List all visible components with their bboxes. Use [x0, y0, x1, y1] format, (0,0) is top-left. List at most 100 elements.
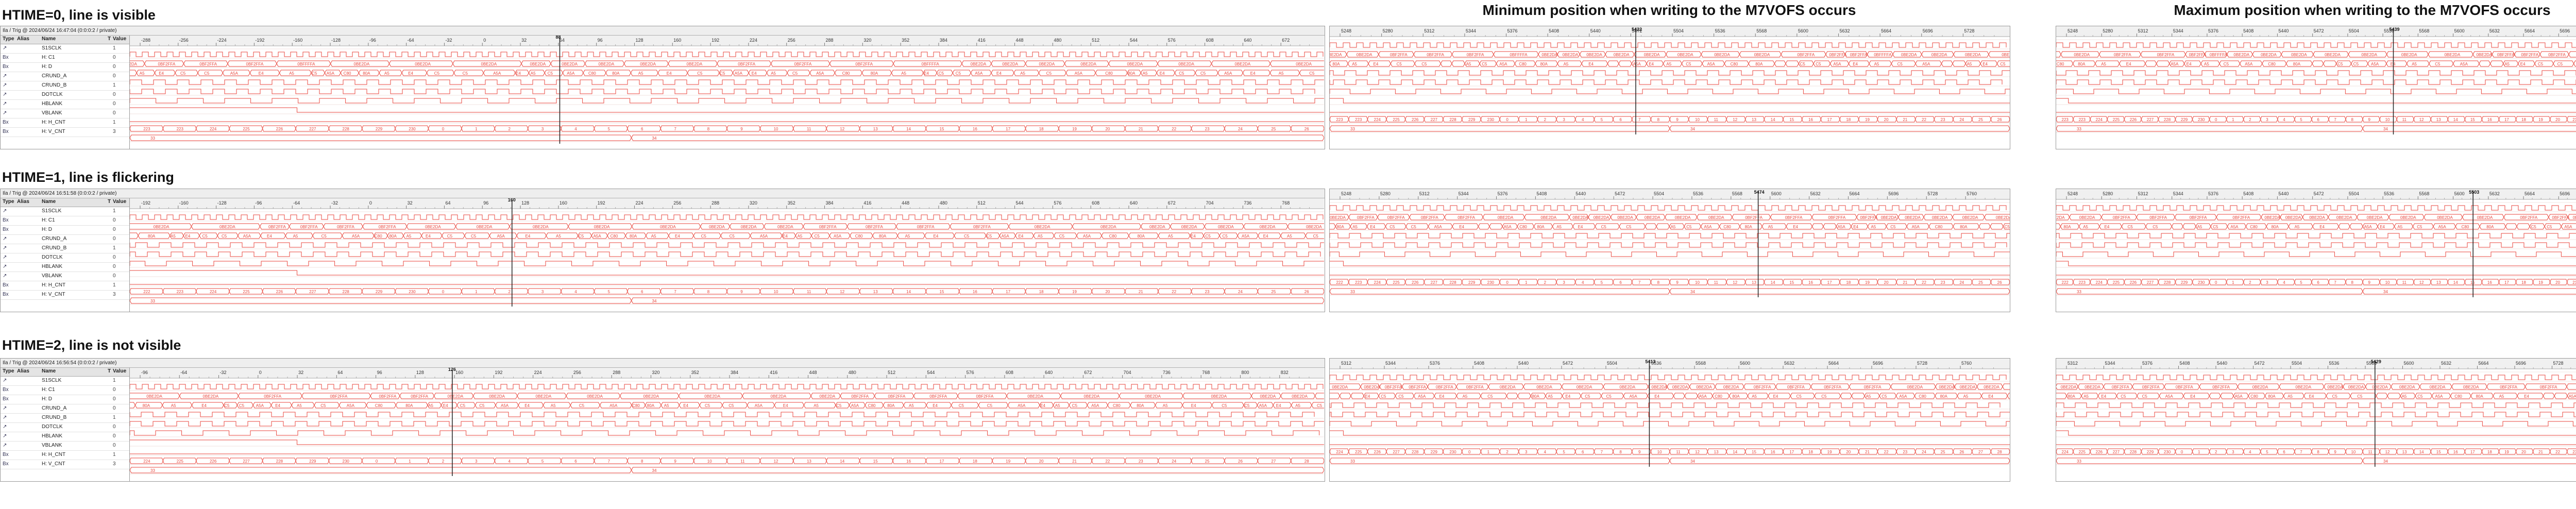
- ruler-tick-label: 5600: [2404, 361, 2414, 366]
- bus-value-label: C5: [1244, 403, 1250, 408]
- column-header-type[interactable]: Type: [3, 368, 14, 374]
- signal-row[interactable]: ↗ DOTCLK 0: [1, 422, 129, 432]
- column-header-value[interactable]: Value: [113, 199, 127, 205]
- bus-value-label: 80A: [148, 234, 156, 239]
- bus-value-label: E4: [1019, 234, 1024, 239]
- signal-row[interactable]: ↗ VBLANK 0: [1, 109, 129, 118]
- waveform-view-min[interactable]: 5248 5280 5312 5344 5376 5408 5440 5472 5504 5536…: [1330, 26, 2010, 149]
- signal-name: H: C1: [42, 217, 55, 223]
- column-header-value[interactable]: Value: [113, 368, 127, 374]
- column-header-name[interactable]: Name: [42, 199, 56, 205]
- signal-row[interactable]: Bx H: C1 0: [1, 216, 129, 226]
- signal-row[interactable]: Bx H: V_CNT 3: [1, 127, 129, 137]
- signal-row[interactable]: ↗ CRUND_B 1: [1, 413, 129, 423]
- signal-row[interactable]: Bx H: H_CNT 1: [1, 118, 129, 128]
- waveform-view[interactable]: -288 -256 -224 -192 -160 -128 -96 -64 -32 0 32 64 96…: [130, 36, 1324, 149]
- signal-row[interactable]: ↗ S1SCLK 1: [1, 44, 129, 54]
- ruler-tick-label: -192: [255, 38, 264, 43]
- column-header-alias[interactable]: Alias: [17, 36, 29, 42]
- bus-value-label: C5: [1397, 62, 1402, 66]
- column-header-name[interactable]: Name: [42, 36, 56, 42]
- hcnt-segment: [2175, 448, 2193, 455]
- signal-row[interactable]: ↗ CRUND_B 1: [1, 244, 129, 253]
- hcnt-value-label: 12: [774, 459, 778, 464]
- bus-value-label: C5: [2557, 62, 2563, 66]
- ruler-tick-label: 5664: [1849, 191, 1859, 196]
- hcnt-value-label: 20: [1039, 459, 1044, 464]
- bus-value-label: C5: [463, 71, 468, 76]
- signal-row[interactable]: Bx H: H_CNT 1: [1, 281, 129, 291]
- signal-row[interactable]: Bx H: C1 0: [1, 385, 129, 395]
- signal-row[interactable]: ↗ DOTCLK 0: [1, 90, 129, 100]
- waveform-view[interactable]: -192 -160 -128 -96 -64 -32 0 32 64 96 128 160 192 224…: [130, 198, 1324, 312]
- waveform-view-max[interactable]: 5248 5280 5312 5344 5376 5408 5440 5472 5504 5536…: [2056, 189, 2576, 312]
- column-header-alias[interactable]: Alias: [17, 199, 29, 205]
- signal-value: 0: [113, 236, 116, 242]
- bus-value-label: 0BE2DA: [1536, 385, 1552, 389]
- wave-crund-b: [2056, 79, 2576, 85]
- column-header-trig[interactable]: T: [108, 368, 111, 374]
- hcnt-value-label: 22: [1172, 290, 1176, 294]
- bus-value-label: 0BE2DA: [1614, 53, 1630, 57]
- signal-row[interactable]: ↗ S1SCLK 1: [1, 207, 129, 216]
- bus-value-label: C5: [1222, 403, 1227, 408]
- signal-row[interactable]: ↗ CRUND_A 0: [1, 72, 129, 81]
- waveform-view-max[interactable]: 5248 5280 5312 5344 5376 5408 5440 5472 5504 5536…: [2056, 26, 2576, 149]
- signal-row[interactable]: ↗ CRUND_A 0: [1, 234, 129, 244]
- signal-row[interactable]: ↗ DOTCLK 0: [1, 253, 129, 263]
- signal-row[interactable]: Bx H: C1 0: [1, 53, 129, 63]
- ruler-tick-label: 576: [1168, 38, 1176, 43]
- ruler-tick-label: 5728: [2553, 361, 2564, 366]
- signal-row[interactable]: ↗ HBLANK 0: [1, 262, 129, 272]
- hcnt-value-label: 5: [608, 127, 611, 131]
- bus-value-label: 80A: [1960, 225, 1968, 229]
- bus-segment: [2517, 393, 2544, 399]
- signal-row[interactable]: ↗ S1SCLK 1: [1, 376, 129, 386]
- ruler-tick-label: 192: [598, 200, 605, 206]
- column-header-value[interactable]: Value: [113, 36, 127, 42]
- column-header-trig[interactable]: T: [108, 36, 111, 42]
- signal-row[interactable]: Bx H: V_CNT 3: [1, 460, 129, 469]
- waveform-view-min[interactable]: 5312 5344 5376 5408 5440 5472 5504 5536 5568 5600…: [1330, 359, 2010, 481]
- waveform-view-min[interactable]: 5248 5280 5312 5344 5376 5408 5440 5472 5504 5536…: [1330, 189, 2010, 312]
- signal-name: VBLANK: [42, 443, 62, 448]
- bus-value-label: 0BE2DA: [687, 62, 703, 66]
- column-header-type[interactable]: Type: [3, 199, 14, 205]
- column-header-name[interactable]: Name: [42, 368, 56, 374]
- hcnt-value-label: 26: [1997, 117, 2002, 122]
- signal-row[interactable]: ↗ CRUND_A 0: [1, 404, 129, 414]
- bus-segment: [191, 402, 224, 409]
- bus-value-label: 0BE2DA: [1939, 385, 1955, 389]
- column-header-type[interactable]: Type: [3, 36, 14, 42]
- bus-value-label: E4: [924, 71, 929, 76]
- signal-row[interactable]: ↗ HBLANK 0: [1, 99, 129, 109]
- ruler-tick-label: 544: [1130, 38, 1138, 43]
- bus-segment: [2312, 223, 2339, 230]
- bus-value-label: 0BE2DA: [1211, 394, 1227, 399]
- column-header-trig[interactable]: T: [108, 199, 111, 205]
- column-header-alias[interactable]: Alias: [17, 368, 29, 374]
- ruler-tick-label: 5632: [1784, 361, 1794, 366]
- bus-value-label: 0BE2DA: [1218, 225, 1234, 229]
- signal-row[interactable]: ↗ HBLANK 0: [1, 432, 129, 442]
- bus-value-label: 0BF2FFA: [1427, 53, 1444, 57]
- bus-value-label: 0BF2FFA: [1864, 385, 1882, 389]
- waveform-view[interactable]: -96 -64 -32 0 32 64 96 128 160 192 224 256 288 320 352…: [130, 368, 1324, 481]
- signal-row[interactable]: Bx H: V_CNT 3: [1, 290, 129, 300]
- waveform-view-max[interactable]: 5312 5344 5376 5408 5440 5472 5504 5536 5568 5600…: [2056, 359, 2576, 481]
- hcnt-value-label: 11: [2402, 117, 2407, 122]
- signal-row[interactable]: ↗ VBLANK 0: [1, 272, 129, 281]
- hcnt-value-label: 20: [1105, 127, 1110, 131]
- bus-value-label: C80: [344, 71, 351, 76]
- signal-row[interactable]: ↗ CRUND_B 1: [1, 81, 129, 91]
- bus-value-label: A5: [1020, 71, 1025, 76]
- vcnt-value-label: 33: [150, 299, 155, 303]
- signal-name: CRUND_B: [42, 82, 67, 88]
- wave-hblank: [1330, 261, 2010, 266]
- signal-row[interactable]: Bx H: H_CNT 1: [1, 450, 129, 460]
- bus-value-label: 0BF2FFA: [1829, 53, 1846, 57]
- signal-row[interactable]: ↗ VBLANK 0: [1, 441, 129, 451]
